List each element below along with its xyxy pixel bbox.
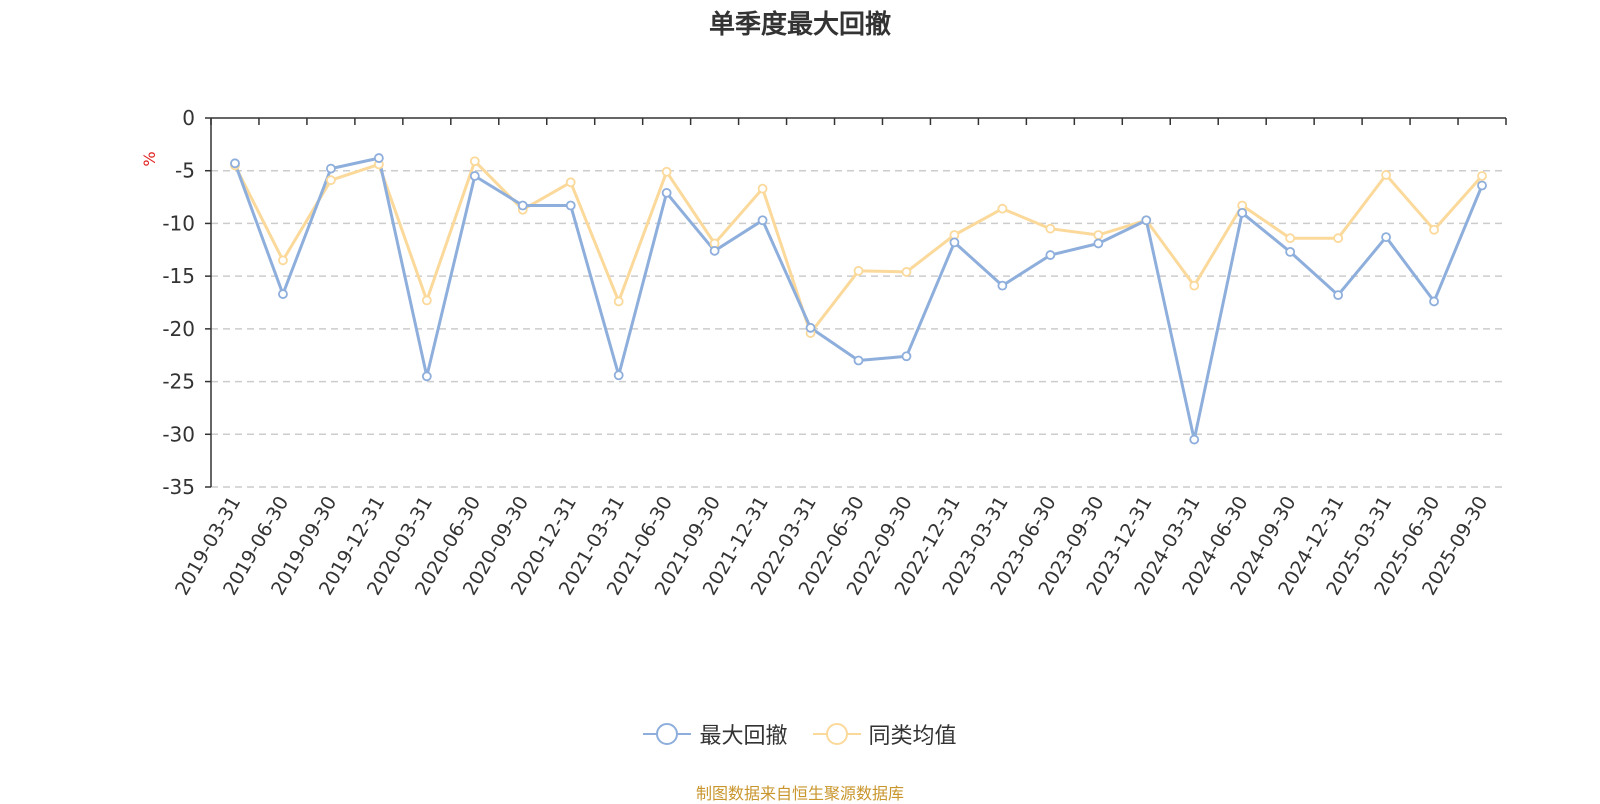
data-point-peer-avg [421,295,432,306]
data-point-drawdown [1141,215,1152,226]
data-point-peer-avg [1285,233,1296,244]
data-point-drawdown [1381,232,1391,243]
data-point-drawdown [709,245,720,256]
y-tick-label: -35 [162,475,195,499]
data-point-drawdown [421,371,432,382]
data-point-drawdown [565,200,576,211]
data-source-note: 制图数据来自恒生聚源数据库 [695,784,904,803]
y-tick-label: 0 [182,106,195,130]
legend-label-peer-avg: 同类均值 [868,724,957,749]
data-point-drawdown [997,280,1008,291]
data-point-drawdown [853,355,864,366]
data-point-drawdown [661,187,672,198]
data-point-peer-avg [278,255,288,266]
data-point-drawdown [517,200,528,211]
data-point-peer-avg [565,177,576,188]
legend-item-peer-avg[interactable]: 同类均值 [812,718,957,750]
data-point-drawdown [1237,207,1248,218]
data-point-peer-avg [901,267,912,277]
legend-marker-peer-avg [812,723,861,745]
legend-marker-drawdown [643,723,692,745]
data-point-peer-avg [613,296,624,307]
line-chart: 0-5-10-15-20-25-30-35%2019-03-312019-06-… [140,106,1507,599]
y-tick-label: -10 [162,211,195,235]
data-point-drawdown [1333,290,1344,301]
data-point-drawdown [469,171,480,181]
series-line-peer-avg [233,159,1484,335]
data-point-drawdown [373,153,384,163]
data-point-drawdown [949,237,960,248]
data-point-peer-avg [1045,223,1056,234]
data-point-peer-avg [326,175,336,186]
data-point-drawdown [1477,180,1487,191]
data-point-peer-avg [853,265,864,276]
data-point-drawdown [230,158,240,169]
y-tick-label: -25 [162,370,195,394]
data-point-drawdown [805,322,816,333]
data-point-drawdown [278,289,288,299]
legend-item-drawdown[interactable]: 最大回撤 [643,718,787,750]
data-point-drawdown [1429,296,1439,307]
y-tick-label: -5 [175,159,195,183]
data-point-peer-avg [997,203,1008,214]
data-point-drawdown [613,370,624,381]
legend: 最大回撤 同类均值 [0,718,1600,750]
data-point-drawdown [1189,434,1200,445]
data-point-peer-avg [757,183,768,194]
data-point-drawdown [326,163,336,174]
legend-label-drawdown: 最大回撤 [699,724,788,749]
data-point-drawdown [1285,246,1296,257]
data-point-drawdown [1093,238,1104,249]
data-point-peer-avg [661,166,672,177]
series-line-drawdown [233,156,1484,442]
y-tick-label: -30 [162,422,195,446]
chart-title: 单季度最大回撤 [708,10,891,40]
data-point-peer-avg [1093,230,1104,240]
y-axis-unit: % [140,151,159,166]
y-tick-label: -15 [162,264,195,288]
data-point-drawdown [1045,250,1056,260]
data-point-peer-avg [469,156,480,167]
data-point-peer-avg [1189,280,1200,291]
data-point-drawdown [901,351,912,362]
data-point-peer-avg [1477,171,1487,181]
data-point-peer-avg [1333,233,1344,244]
data-point-peer-avg [1429,224,1439,235]
y-tick-label: -20 [162,317,195,341]
data-point-drawdown [757,215,768,226]
data-point-peer-avg [1381,170,1391,180]
